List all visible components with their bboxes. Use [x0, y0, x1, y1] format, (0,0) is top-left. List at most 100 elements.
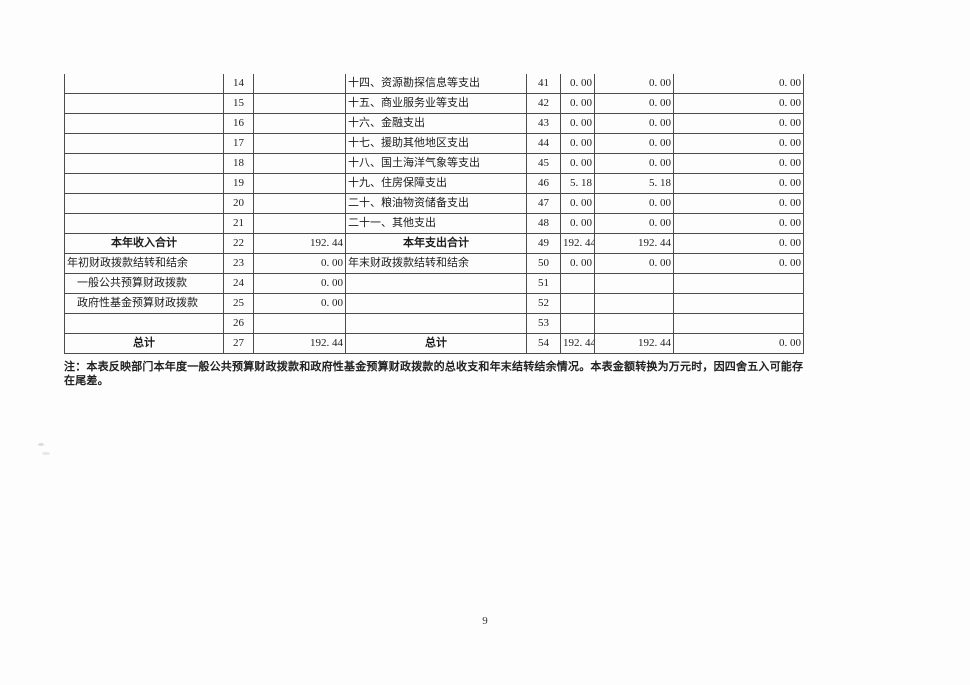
amount-left — [253, 213, 346, 234]
table-row: 15 十五、商业服务业等支出 42 0. 00 0. 00 0. 00 — [64, 93, 804, 114]
right-label-cell: 十四、资源勘探信息等支出 — [345, 74, 527, 94]
left-label-cell — [64, 153, 224, 174]
amount-col1: 192. 44 — [560, 333, 595, 354]
right-label-cell — [345, 293, 527, 314]
amount-col1: 0. 00 — [560, 153, 595, 174]
amount-left — [253, 313, 346, 334]
amount-col3: 0. 00 — [673, 153, 804, 174]
amount-col2 — [594, 293, 674, 314]
amount-col2: 5. 18 — [594, 173, 674, 194]
right-label-cell: 本年支出合计 — [345, 233, 527, 254]
amount-col1: 5. 18 — [560, 173, 595, 194]
amount-left: 0. 00 — [253, 273, 346, 294]
line-number-left: 22 — [223, 233, 254, 254]
amount-col2: 0. 00 — [594, 253, 674, 274]
left-label-cell — [64, 113, 224, 134]
left-label-cell: 总计 — [64, 333, 224, 354]
line-number-right: 45 — [526, 153, 561, 174]
line-number-right: 50 — [526, 253, 561, 274]
right-label-cell: 二十、粮油物资储备支出 — [345, 193, 527, 214]
line-number-left: 23 — [223, 253, 254, 274]
table-row-total-income: 本年收入合计 22 192. 44 本年支出合计 49 192. 44 192.… — [64, 233, 804, 254]
line-number-right: 44 — [526, 133, 561, 154]
amount-col3: 0. 00 — [673, 74, 804, 94]
line-number-left: 27 — [223, 333, 254, 354]
right-label-cell — [345, 313, 527, 334]
amount-left — [253, 153, 346, 174]
amount-col2: 0. 00 — [594, 193, 674, 214]
amount-col3 — [673, 313, 804, 334]
table-row-grand-total: 总计 27 192. 44 总计 54 192. 44 192. 44 0. 0… — [64, 333, 804, 354]
line-number-right: 42 — [526, 93, 561, 114]
line-number-right: 48 — [526, 213, 561, 234]
line-number-left: 14 — [223, 74, 254, 94]
left-label-cell — [64, 173, 224, 194]
amount-col2: 0. 00 — [594, 213, 674, 234]
amount-left — [253, 113, 346, 134]
line-number-left: 25 — [223, 293, 254, 314]
amount-col3: 0. 00 — [673, 93, 804, 114]
table-row: 18 十八、国土海洋气象等支出 45 0. 00 0. 00 0. 00 — [64, 153, 804, 174]
amount-left — [253, 93, 346, 114]
left-label-cell — [64, 193, 224, 214]
right-label-cell: 十八、国土海洋气象等支出 — [345, 153, 527, 174]
line-number-left: 24 — [223, 273, 254, 294]
left-label-cell: 本年收入合计 — [64, 233, 224, 254]
line-number-left: 21 — [223, 213, 254, 234]
line-number-left: 20 — [223, 193, 254, 214]
line-number-left: 26 — [223, 313, 254, 334]
line-number-right: 52 — [526, 293, 561, 314]
amount-col3: 0. 00 — [673, 113, 804, 134]
amount-col1 — [560, 293, 595, 314]
scan-artifact — [38, 443, 44, 446]
amount-col3: 0. 00 — [673, 233, 804, 254]
table-row: 17 十七、援助其他地区支出 44 0. 00 0. 00 0. 00 — [64, 133, 804, 154]
left-label-cell — [64, 133, 224, 154]
line-number-left: 18 — [223, 153, 254, 174]
table-row: 16 十六、金融支出 43 0. 00 0. 00 0. 00 — [64, 113, 804, 134]
amount-col2: 0. 00 — [594, 153, 674, 174]
amount-left: 0. 00 — [253, 293, 346, 314]
right-label-cell: 十九、住房保障支出 — [345, 173, 527, 194]
amount-col3: 0. 00 — [673, 333, 804, 354]
table-row: 20 二十、粮油物资储备支出 47 0. 00 0. 00 0. 00 — [64, 193, 804, 214]
amount-left — [253, 133, 346, 154]
right-label-cell: 年末财政拨款结转和结余 — [345, 253, 527, 274]
table-row: 一般公共预算财政拨款 24 0. 00 51 — [64, 273, 804, 294]
amount-col1: 0. 00 — [560, 74, 595, 94]
right-label-cell: 十五、商业服务业等支出 — [345, 93, 527, 114]
left-label-cell: 一般公共预算财政拨款 — [64, 273, 224, 294]
amount-left — [253, 193, 346, 214]
amount-col3: 0. 00 — [673, 213, 804, 234]
line-number-right: 41 — [526, 74, 561, 94]
amount-col3: 0. 00 — [673, 253, 804, 274]
line-number-left: 17 — [223, 133, 254, 154]
table-row: 26 53 — [64, 313, 804, 334]
amount-col3: 0. 00 — [673, 133, 804, 154]
amount-col2: 0. 00 — [594, 74, 674, 94]
right-label-cell — [345, 273, 527, 294]
amount-col3: 0. 00 — [673, 173, 804, 194]
amount-left — [253, 74, 346, 94]
amount-left — [253, 173, 346, 194]
left-label-cell — [64, 313, 224, 334]
amount-col1: 0. 00 — [560, 213, 595, 234]
amount-col1: 0. 00 — [560, 253, 595, 274]
line-number-right: 49 — [526, 233, 561, 254]
budget-appropriation-table: 14 十四、资源勘探信息等支出 41 0. 00 0. 00 0. 00 15 … — [64, 74, 804, 354]
amount-col2: 192. 44 — [594, 233, 674, 254]
amount-col2 — [594, 273, 674, 294]
amount-col1: 192. 44 — [560, 233, 595, 254]
amount-col1 — [560, 273, 595, 294]
line-number-right: 51 — [526, 273, 561, 294]
table-row: 政府性基金预算财政拨款 25 0. 00 52 — [64, 293, 804, 314]
amount-left: 0. 00 — [253, 253, 346, 274]
amount-col3 — [673, 293, 804, 314]
page-number: 9 — [482, 615, 488, 627]
line-number-right: 46 — [526, 173, 561, 194]
table-footnote: 注：本表反映部门本年度一般公共预算财政拨款和政府性基金预算财政拨款的总收支和年末… — [64, 361, 804, 387]
amount-col1: 0. 00 — [560, 113, 595, 134]
line-number-left: 19 — [223, 173, 254, 194]
amount-col1: 0. 00 — [560, 93, 595, 114]
